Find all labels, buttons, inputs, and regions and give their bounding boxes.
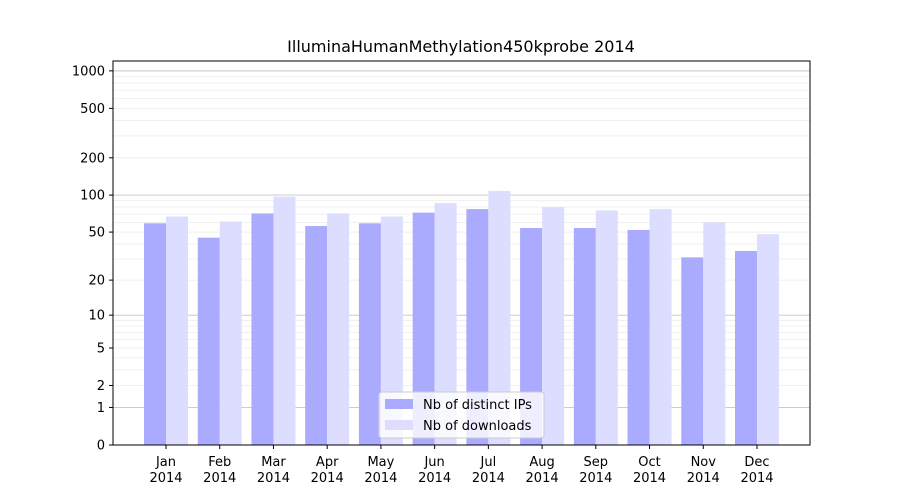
legend-label-2: Nb of downloads: [423, 419, 532, 434]
x-tick-label-month: Oct: [638, 455, 660, 470]
x-axis: Jan2014Feb2014Mar2014Apr2014May2014Jun20…: [149, 445, 774, 486]
series-2: [166, 190, 779, 445]
x-tick-label-month: Dec: [744, 455, 769, 470]
bar-2-apr: [327, 213, 350, 445]
y-tick-label: 100: [80, 189, 105, 204]
chart-title: IlluminaHumanMethylation450kprobe 2014: [287, 37, 635, 56]
legend: Nb of distinct IPs Nb of downloads: [378, 391, 545, 439]
bar-1-feb: [197, 237, 220, 445]
x-tick-label-month: Jan: [155, 455, 176, 470]
bar-2-sep: [595, 210, 618, 445]
bar-2-nov: [703, 222, 726, 445]
y-tick-label: 0: [97, 439, 105, 454]
y-tick-label: 5: [97, 341, 105, 356]
bar-2-dec: [757, 234, 779, 445]
bar-2-may: [380, 216, 403, 445]
bar-2-jun: [434, 203, 457, 445]
x-tick-label-month: Mar: [261, 455, 286, 470]
bar-1-jul: [466, 209, 489, 445]
y-tick-label: 200: [80, 151, 105, 166]
x-tick-label-year: 2014: [418, 471, 451, 486]
bar-1-oct: [627, 229, 650, 445]
bar-1-dec: [735, 250, 757, 445]
x-tick-label-year: 2014: [311, 471, 344, 486]
legend-swatch-2: [385, 420, 413, 430]
bar-1-may: [358, 223, 381, 445]
bar-2-jul: [488, 190, 511, 445]
x-tick-label-year: 2014: [149, 471, 182, 486]
x-tick-label-month: Sep: [584, 455, 609, 470]
y-tick-label: 50: [88, 226, 105, 241]
bar-2-mar: [273, 196, 296, 445]
x-tick-label-month: Feb: [208, 455, 231, 470]
legend-swatch-1: [385, 399, 413, 409]
y-tick-label: 10: [88, 309, 105, 324]
x-tick-label-year: 2014: [687, 471, 720, 486]
bar-2-feb: [219, 221, 242, 445]
bar-1-apr: [305, 226, 328, 445]
series-1: [144, 209, 757, 445]
x-tick-label-year: 2014: [472, 471, 505, 486]
bars: [144, 190, 779, 445]
legend-box: [378, 391, 545, 439]
bar-2-aug: [542, 207, 565, 445]
x-tick-label-year: 2014: [526, 471, 559, 486]
bar-2-jan: [166, 216, 188, 445]
legend-label-1: Nb of distinct IPs: [423, 398, 532, 413]
bar-2-oct: [649, 209, 672, 445]
y-tick-label: 1: [97, 401, 105, 416]
y-tick-label: 500: [80, 102, 105, 117]
x-tick-label-month: Jul: [480, 455, 497, 470]
x-tick-label-month: Jun: [423, 455, 444, 470]
x-tick-label-month: Aug: [529, 455, 554, 470]
y-tick-label: 2: [97, 379, 105, 394]
x-tick-label-month: May: [367, 455, 394, 470]
bar-1-jun: [412, 212, 435, 445]
bar-1-jan: [144, 223, 166, 445]
bar-1-sep: [573, 227, 596, 445]
y-tick-label: 1000: [72, 64, 105, 79]
y-tick-label: 20: [88, 274, 105, 289]
bar-1-nov: [681, 257, 704, 445]
plot-frame: [112, 60, 811, 446]
x-tick-label-year: 2014: [633, 471, 666, 486]
x-tick-label-year: 2014: [579, 471, 612, 486]
x-tick-label-year: 2014: [364, 471, 397, 486]
bar-1-aug: [520, 227, 543, 445]
x-tick-label-month: Nov: [691, 455, 717, 470]
bar-1-mar: [251, 213, 274, 445]
y-axis: 0 1 2 5 10 20 50 100 200 500 1000: [72, 64, 113, 454]
x-tick-label-year: 2014: [257, 471, 290, 486]
x-tick-label-year: 2014: [740, 471, 773, 486]
x-tick-label-year: 2014: [203, 471, 236, 486]
x-tick-label-month: Apr: [316, 455, 339, 470]
